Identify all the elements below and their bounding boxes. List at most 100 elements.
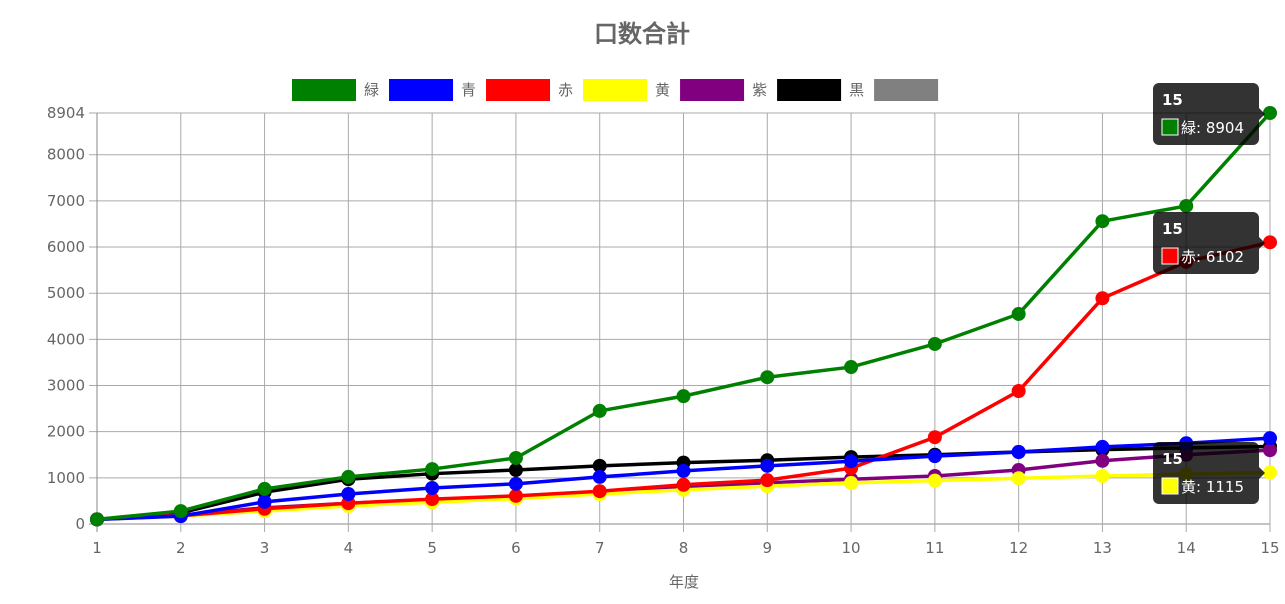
tooltip-title: 15 xyxy=(1162,91,1183,109)
data-point xyxy=(592,469,607,484)
data-point xyxy=(1263,431,1277,446)
data-point xyxy=(425,462,440,477)
legend-swatch xyxy=(777,79,842,101)
x-tick-label: 13 xyxy=(1093,539,1112,557)
chart-title: 口数合計 xyxy=(594,20,690,48)
data-point xyxy=(676,477,691,492)
legend-label: 黄 xyxy=(655,81,670,99)
data-point xyxy=(592,458,607,473)
x-tick-label: 8 xyxy=(679,539,689,557)
x-tick-label: 10 xyxy=(842,539,861,557)
data-point xyxy=(1263,106,1277,120)
legend-swatch xyxy=(486,79,551,101)
data-point xyxy=(173,504,188,519)
data-point xyxy=(592,403,607,418)
data-point xyxy=(425,480,440,495)
data-point xyxy=(844,475,859,490)
y-tick-label: 7000 xyxy=(47,192,85,210)
y-tick-label: 0 xyxy=(75,515,85,533)
data-point xyxy=(760,473,775,488)
legend-swatch xyxy=(292,79,356,101)
tooltip-box xyxy=(1153,212,1259,274)
x-tick-label: 6 xyxy=(511,539,521,557)
legend-label: 緑 xyxy=(364,81,379,99)
data-point xyxy=(257,481,272,496)
tooltip-box xyxy=(1153,442,1259,504)
data-point xyxy=(508,476,523,491)
tooltip: 15 黄: 1115 xyxy=(1153,442,1265,504)
legend-swatch xyxy=(389,79,454,101)
legend: 緑青赤黄紫黒 xyxy=(292,79,939,101)
data-point xyxy=(1095,214,1110,229)
tooltip-label: 緑: 8904 xyxy=(1181,119,1244,137)
x-tick-label: 7 xyxy=(595,539,605,557)
y-tick-label: 3000 xyxy=(47,377,85,395)
tooltip: 15 緑: 8904 xyxy=(1153,83,1265,145)
x-tick-label: 14 xyxy=(1177,539,1196,557)
y-tick-label: 2000 xyxy=(47,423,85,441)
data-point xyxy=(927,336,942,351)
tooltip-caret xyxy=(1259,237,1265,249)
tooltip-caret xyxy=(1259,467,1265,479)
x-tick-label: 2 xyxy=(176,539,186,557)
tooltip-swatch xyxy=(1161,247,1179,265)
legend-label: 青 xyxy=(461,81,476,99)
data-point xyxy=(844,360,859,375)
data-point xyxy=(508,450,523,465)
x-axis-label: 年度 xyxy=(669,573,699,591)
tooltip-title: 15 xyxy=(1162,220,1183,238)
data-point xyxy=(1095,468,1110,483)
tooltip-title: 15 xyxy=(1162,450,1183,468)
data-point xyxy=(1263,443,1277,458)
tooltip-swatch xyxy=(1161,118,1179,136)
data-point xyxy=(927,473,942,488)
tooltip-box xyxy=(1153,83,1259,145)
y-tick-label: 1000 xyxy=(47,469,85,487)
x-tick-label: 11 xyxy=(925,539,944,557)
y-tick-label: 6000 xyxy=(47,238,85,256)
data-point xyxy=(592,484,607,499)
data-point xyxy=(341,469,356,484)
y-tick-label: 4000 xyxy=(47,330,85,348)
x-tick-label: 1 xyxy=(92,539,102,557)
y-tick-label: 8000 xyxy=(47,146,85,164)
data-point xyxy=(1011,306,1026,321)
y-tick-label: 5000 xyxy=(47,284,85,302)
x-tick-label: 5 xyxy=(427,539,437,557)
data-point xyxy=(1011,384,1026,399)
data-point xyxy=(341,486,356,501)
data-point xyxy=(1011,471,1026,486)
legend-swatch xyxy=(874,79,939,101)
y-tick-label: 8904 xyxy=(47,104,85,122)
data-point xyxy=(1011,444,1026,459)
data-point xyxy=(760,458,775,473)
data-point xyxy=(1263,465,1277,480)
x-tick-label: 9 xyxy=(763,539,773,557)
data-point xyxy=(1095,453,1110,468)
data-point xyxy=(425,492,440,507)
tooltip-caret xyxy=(1259,108,1265,120)
x-tick-label: 4 xyxy=(344,539,354,557)
data-point xyxy=(257,494,272,509)
x-tick-label: 12 xyxy=(1009,539,1028,557)
legend-swatch xyxy=(583,79,648,101)
legend-swatch xyxy=(680,79,745,101)
tooltip-label: 赤: 6102 xyxy=(1181,248,1244,266)
legend-label: 赤 xyxy=(558,81,573,99)
data-point xyxy=(844,454,859,469)
data-point xyxy=(1263,235,1277,250)
data-point xyxy=(1095,291,1110,306)
data-point xyxy=(508,488,523,503)
x-tick-label: 3 xyxy=(260,539,270,557)
data-point xyxy=(760,370,775,385)
data-point xyxy=(1179,198,1194,213)
tooltip-label: 黄: 1115 xyxy=(1181,478,1244,496)
data-point xyxy=(927,430,942,445)
data-point xyxy=(508,462,523,477)
data-point xyxy=(676,463,691,478)
tooltip: 15 赤: 6102 xyxy=(1153,212,1265,274)
data-point xyxy=(676,389,691,404)
legend-label: 黒 xyxy=(849,81,864,99)
data-point xyxy=(927,449,942,464)
